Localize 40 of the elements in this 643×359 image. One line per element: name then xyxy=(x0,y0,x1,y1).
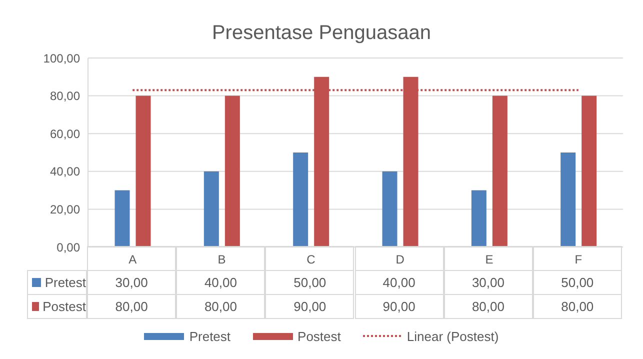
bar xyxy=(582,96,597,247)
data-label: 80,00 xyxy=(176,294,266,319)
data-label: 90,00 xyxy=(265,294,354,319)
legend-label: Linear (Postest) xyxy=(406,328,499,344)
data-label: 50,00 xyxy=(265,270,354,295)
x-tick-label: B xyxy=(218,252,226,267)
y-tick-label: 100,00 xyxy=(43,51,80,66)
data-label: 30,00 xyxy=(444,270,533,295)
bar xyxy=(224,96,240,247)
y-tick-label: 60,00 xyxy=(50,126,80,141)
y-tick-label: 0,00 xyxy=(56,240,80,254)
bar xyxy=(204,171,219,247)
y-tick-label: 20,00 xyxy=(50,202,80,216)
data-label: 40,00 xyxy=(354,270,444,295)
bar xyxy=(136,96,151,247)
x-tick-label: F xyxy=(574,252,582,267)
data-label: 80,00 xyxy=(532,294,622,319)
chart-title: Presentase Penguasaan xyxy=(210,22,432,45)
bar xyxy=(293,152,308,247)
data-label: 40,00 xyxy=(176,270,266,295)
bar xyxy=(560,152,576,247)
x-tick-label: E xyxy=(485,252,494,267)
y-tick-label: 40,00 xyxy=(50,164,80,179)
text: Pretest xyxy=(189,328,231,344)
data-label: 80,00 xyxy=(444,294,533,319)
data-label: 50,00 xyxy=(532,270,622,295)
text: Postest xyxy=(298,328,341,344)
bar xyxy=(382,171,398,247)
legend-label: Pretest xyxy=(44,275,86,290)
bar xyxy=(114,190,130,247)
x-tick-label: A xyxy=(128,252,137,267)
data-label: 80,00 xyxy=(87,294,176,319)
y-tick-label: 80,00 xyxy=(50,89,80,104)
data-label: 30,00 xyxy=(87,270,176,295)
x-tick-label: C xyxy=(306,252,316,267)
x-tick-label: D xyxy=(396,252,405,267)
data-label: 90,00 xyxy=(354,294,444,319)
bar xyxy=(492,96,508,247)
bar xyxy=(471,190,486,247)
legend-label: Postest xyxy=(42,299,86,314)
